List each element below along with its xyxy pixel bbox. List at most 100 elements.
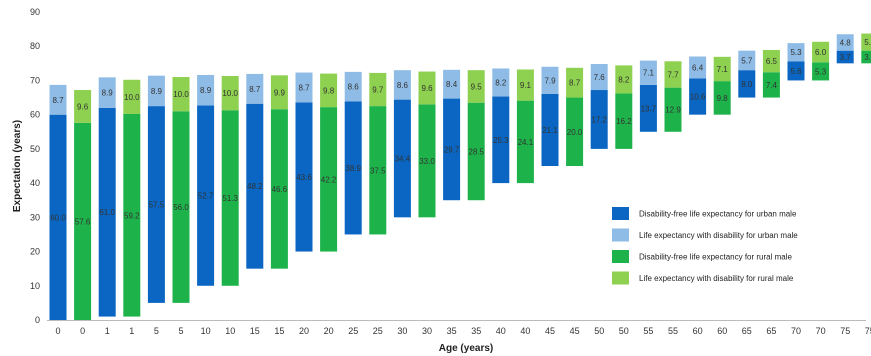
urban-disability-free-bar — [492, 96, 510, 184]
with-disability-value-label: 6.0 — [815, 48, 827, 57]
disability-free-value-label: 5.3 — [815, 67, 827, 76]
y-tick-label: 90 — [30, 7, 40, 17]
x-tick-label: 5 — [178, 326, 183, 336]
rural-disability-free-bar — [664, 87, 682, 132]
y-axis-title: Expectation (years) — [12, 120, 23, 212]
y-tick-label: 0 — [35, 315, 40, 325]
x-tick-label: 0 — [80, 326, 85, 336]
x-tick-label: 10 — [225, 326, 235, 336]
disability-free-value-label: 33.0 — [419, 157, 435, 166]
with-disability-value-label: 7.6 — [594, 73, 606, 82]
with-disability-value-label: 5.3 — [790, 48, 802, 57]
x-tick-label: 65 — [742, 326, 752, 336]
disability-free-value-label: 43.6 — [296, 173, 312, 182]
with-disability-value-label: 8.7 — [52, 96, 64, 105]
rural-disability-free-bar — [320, 107, 338, 252]
x-tick-label: 25 — [348, 326, 358, 336]
x-tick-label: 30 — [397, 326, 407, 336]
urban-with-disability-bar — [197, 74, 215, 106]
urban-disability-free-bar — [344, 101, 362, 235]
urban-with-disability-bar — [492, 68, 510, 97]
with-disability-value-label: 9.6 — [77, 102, 89, 111]
rural-with-disability-bar — [467, 70, 485, 103]
disability-free-value-label: 8.0 — [741, 80, 753, 89]
urban-disability-free-bar — [689, 78, 707, 115]
rural-disability-free-bar — [762, 72, 780, 98]
disability-free-value-label: 13.7 — [641, 104, 657, 113]
with-disability-value-label: 7.1 — [643, 69, 655, 78]
disability-free-value-label: 59.2 — [124, 211, 140, 220]
urban-disability-free-bar — [246, 103, 264, 269]
x-tick-label: 65 — [766, 326, 776, 336]
disability-free-value-label: 57.6 — [75, 217, 91, 226]
urban-disability-free-bar — [738, 70, 756, 98]
rural-disability-free-bar — [812, 62, 830, 81]
disability-free-value-label: 3.7 — [864, 53, 871, 62]
with-disability-value-label: 8.7 — [298, 83, 310, 92]
urban-disability-free-bar — [541, 93, 559, 166]
rural-with-disability-bar — [123, 79, 141, 114]
with-disability-value-label: 8.9 — [200, 86, 212, 95]
with-disability-value-label: 9.9 — [274, 88, 286, 97]
with-disability-value-label: 9.8 — [323, 86, 335, 95]
disability-free-value-label: 9.8 — [717, 94, 729, 103]
legend-swatch — [612, 250, 629, 263]
rural-disability-free-bar — [861, 50, 871, 64]
urban-disability-free-bar — [49, 114, 67, 321]
with-disability-value-label: 8.6 — [397, 81, 409, 90]
urban-with-disability-bar — [590, 64, 608, 91]
rural-with-disability-bar — [320, 73, 338, 108]
rural-with-disability-bar — [221, 75, 239, 111]
disability-free-value-label: 21.1 — [542, 126, 558, 135]
disability-free-value-label: 38.9 — [345, 164, 361, 173]
with-disability-value-label: 10.0 — [124, 93, 140, 102]
with-disability-value-label: 8.6 — [348, 83, 360, 92]
y-tick-label: 60 — [30, 110, 40, 120]
with-disability-value-label: 6.4 — [692, 63, 704, 72]
urban-disability-free-bar — [295, 102, 313, 252]
urban-with-disability-bar — [541, 66, 559, 94]
with-disability-value-label: 8.2 — [618, 75, 630, 84]
urban-disability-free-bar — [590, 90, 608, 149]
x-tick-label: 15 — [250, 326, 260, 336]
rural-with-disability-bar — [812, 41, 830, 63]
disability-free-value-label: 46.6 — [272, 185, 288, 194]
x-tick-label: 45 — [545, 326, 555, 336]
x-tick-label: 35 — [447, 326, 457, 336]
legend-label: Disability-free life expectancy for urba… — [639, 210, 797, 219]
x-tick-label: 5 — [154, 326, 159, 336]
with-disability-value-label: 8.2 — [495, 78, 507, 87]
x-tick-label: 70 — [791, 326, 801, 336]
disability-free-value-label: 61.0 — [99, 208, 115, 217]
x-tick-label: 55 — [668, 326, 678, 336]
with-disability-value-label: 8.9 — [102, 89, 114, 98]
x-tick-label: 45 — [570, 326, 580, 336]
rural-with-disability-bar — [516, 69, 534, 101]
x-tick-label: 1 — [105, 326, 110, 336]
urban-disability-free-bar — [836, 50, 854, 64]
disability-free-value-label: 7.4 — [766, 81, 778, 90]
urban-disability-free-bar — [393, 99, 411, 218]
disability-free-value-label: 52.7 — [198, 192, 214, 201]
rural-disability-free-bar — [615, 93, 633, 149]
disability-free-value-label: 37.5 — [370, 166, 386, 175]
urban-with-disability-bar — [393, 70, 411, 100]
x-tick-label: 60 — [693, 326, 703, 336]
urban-disability-free-bar — [787, 61, 805, 81]
with-disability-value-label: 8.7 — [569, 79, 581, 88]
urban-disability-free-bar — [98, 107, 116, 317]
urban-with-disability-bar — [738, 50, 756, 71]
rural-disability-free-bar — [467, 102, 485, 201]
with-disability-value-label: 9.6 — [421, 84, 433, 93]
urban-with-disability-bar — [246, 73, 264, 104]
legend-swatch — [612, 207, 629, 220]
rural-disability-free-bar — [369, 106, 387, 235]
with-disability-value-label: 8.7 — [249, 85, 261, 94]
rural-disability-free-bar — [172, 111, 190, 303]
x-tick-label: 1 — [129, 326, 134, 336]
disability-free-value-label: 10.6 — [690, 93, 706, 102]
with-disability-value-label: 8.4 — [446, 80, 458, 89]
disability-free-value-label: 3.7 — [840, 53, 852, 62]
urban-with-disability-bar — [344, 71, 362, 102]
